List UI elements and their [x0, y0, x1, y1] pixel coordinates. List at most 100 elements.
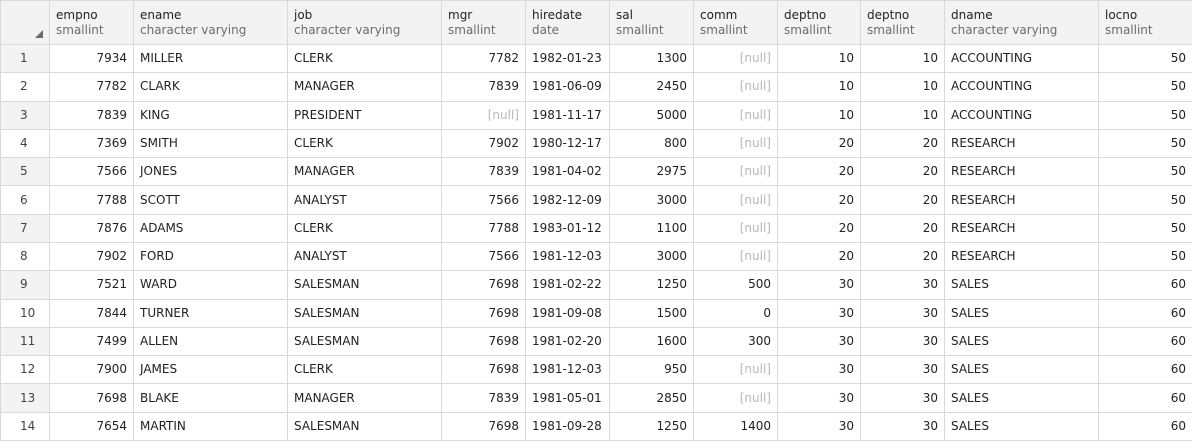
row-number[interactable]: 2: [0, 72, 50, 102]
cell-hiredate[interactable]: 1981-12-03: [525, 241, 610, 272]
cell-hiredate[interactable]: 1982-12-09: [525, 185, 610, 215]
cell-mgr[interactable]: 7839: [441, 383, 526, 413]
cell-hiredate[interactable]: 1982-01-23: [525, 43, 610, 74]
table-row[interactable]: 6 7788 SCOTT ANALYST 7566 1982-12-09 3000 [null…: [0, 185, 1192, 215]
cell-job[interactable]: SALESMAN: [287, 298, 442, 328]
cell-mgr[interactable]: 7902: [441, 128, 526, 159]
cell-comm[interactable]: 300: [693, 326, 778, 357]
table-row[interactable]: 10 7844 TURNER SALESMAN 7698 1981-09-08 1500 0 3…: [0, 298, 1192, 328]
column-header-deptno-7[interactable]: deptno smallint: [777, 0, 861, 45]
cell-dname[interactable]: ACCOUNTING: [944, 72, 1099, 102]
column-header-job-2[interactable]: job character varying: [287, 0, 442, 45]
row-number[interactable]: 5: [0, 157, 50, 187]
cell-hiredate[interactable]: 1981-02-22: [525, 270, 610, 300]
column-header-ename-1[interactable]: ename character varying: [133, 0, 288, 45]
cell-ename[interactable]: ADAMS: [133, 213, 288, 243]
cell-mgr[interactable]: 7788: [441, 213, 526, 243]
cell-deptno[interactable]: 20: [777, 157, 861, 187]
column-header-deptno-8[interactable]: deptno smallint: [860, 0, 945, 45]
cell-deptno[interactable]: 20: [860, 128, 945, 159]
cell-empno[interactable]: 7566: [49, 157, 134, 187]
cell-job[interactable]: CLERK: [287, 213, 442, 243]
table-row[interactable]: 5 7566 JONES MANAGER 7839 1981-04-02 2975 [null…: [0, 157, 1192, 187]
cell-deptno[interactable]: 30: [777, 411, 861, 441]
cell-comm[interactable]: [null]: [693, 72, 778, 102]
cell-sal[interactable]: 800: [609, 128, 694, 159]
cell-deptno[interactable]: 30: [860, 383, 945, 413]
cell-hiredate[interactable]: 1980-12-17: [525, 128, 610, 159]
cell-dname[interactable]: RESEARCH: [944, 157, 1099, 187]
row-number[interactable]: 11: [0, 326, 50, 357]
column-header-mgr-3[interactable]: mgr smallint: [441, 0, 526, 45]
row-number[interactable]: 10: [0, 298, 50, 328]
cell-job[interactable]: ANALYST: [287, 241, 442, 272]
table-row[interactable]: 9 7521 WARD SALESMAN 7698 1981-02-22 1250 500 30…: [0, 270, 1192, 300]
cell-hiredate[interactable]: 1981-11-17: [525, 100, 610, 130]
row-number[interactable]: 7: [0, 213, 50, 243]
cell-hiredate[interactable]: 1981-02-20: [525, 326, 610, 357]
row-number[interactable]: 12: [0, 355, 50, 385]
cell-dname[interactable]: SALES: [944, 270, 1099, 300]
cell-mgr[interactable]: 7839: [441, 157, 526, 187]
column-header-dname-9[interactable]: dname character varying: [944, 0, 1099, 45]
row-number[interactable]: 9: [0, 270, 50, 300]
cell-comm[interactable]: 1400: [693, 411, 778, 441]
cell-locno[interactable]: 50: [1098, 241, 1192, 272]
cell-locno[interactable]: 60: [1098, 383, 1192, 413]
select-all-corner[interactable]: [0, 0, 50, 45]
cell-empno[interactable]: 7876: [49, 213, 134, 243]
cell-mgr[interactable]: 7839: [441, 72, 526, 102]
cell-locno[interactable]: 60: [1098, 270, 1192, 300]
cell-deptno[interactable]: 20: [860, 157, 945, 187]
cell-sal[interactable]: 2450: [609, 72, 694, 102]
cell-dname[interactable]: RESEARCH: [944, 185, 1099, 215]
cell-empno[interactable]: 7499: [49, 326, 134, 357]
cell-dname[interactable]: SALES: [944, 355, 1099, 385]
cell-empno[interactable]: 7934: [49, 43, 134, 74]
cell-deptno[interactable]: 20: [777, 213, 861, 243]
cell-ename[interactable]: CLARK: [133, 72, 288, 102]
cell-mgr[interactable]: 7698: [441, 355, 526, 385]
cell-comm[interactable]: [null]: [693, 241, 778, 272]
cell-deptno[interactable]: 30: [860, 326, 945, 357]
cell-deptno[interactable]: 30: [777, 326, 861, 357]
cell-mgr[interactable]: 7566: [441, 185, 526, 215]
column-header-comm-6[interactable]: comm smallint: [693, 0, 778, 45]
table-row[interactable]: 11 7499 ALLEN SALESMAN 7698 1981-02-20 1600 300…: [0, 326, 1192, 357]
cell-comm[interactable]: [null]: [693, 128, 778, 159]
cell-deptno[interactable]: 30: [777, 298, 861, 328]
cell-ename[interactable]: FORD: [133, 241, 288, 272]
cell-sal[interactable]: 2975: [609, 157, 694, 187]
table-row[interactable]: 4 7369 SMITH CLERK 7902 1980-12-17 800 [null] 20…: [0, 128, 1192, 159]
cell-mgr[interactable]: 7698: [441, 411, 526, 441]
column-header-hiredate-4[interactable]: hiredate date: [525, 0, 610, 45]
cell-sal[interactable]: 1500: [609, 298, 694, 328]
cell-ename[interactable]: JONES: [133, 157, 288, 187]
cell-job[interactable]: MANAGER: [287, 383, 442, 413]
cell-dname[interactable]: RESEARCH: [944, 241, 1099, 272]
cell-job[interactable]: SALESMAN: [287, 270, 442, 300]
cell-sal[interactable]: 1100: [609, 213, 694, 243]
cell-job[interactable]: SALESMAN: [287, 411, 442, 441]
cell-deptno[interactable]: 30: [777, 270, 861, 300]
table-row[interactable]: 13 7698 BLAKE MANAGER 7839 1981-05-01 2850 [nul…: [0, 383, 1192, 413]
cell-hiredate[interactable]: 1981-12-03: [525, 355, 610, 385]
cell-sal[interactable]: 1250: [609, 270, 694, 300]
table-row[interactable]: 1 7934 MILLER CLERK 7782 1982-01-23 1300 [null]…: [0, 43, 1192, 74]
row-number[interactable]: 4: [0, 128, 50, 159]
cell-mgr[interactable]: 7782: [441, 43, 526, 74]
cell-dname[interactable]: ACCOUNTING: [944, 100, 1099, 130]
cell-deptno[interactable]: 20: [777, 185, 861, 215]
cell-comm[interactable]: [null]: [693, 213, 778, 243]
cell-job[interactable]: MANAGER: [287, 72, 442, 102]
cell-sal[interactable]: 1300: [609, 43, 694, 74]
cell-comm[interactable]: 500: [693, 270, 778, 300]
cell-sal[interactable]: 3000: [609, 241, 694, 272]
cell-deptno[interactable]: 10: [860, 43, 945, 74]
row-number[interactable]: 14: [0, 411, 50, 441]
cell-empno[interactable]: 7654: [49, 411, 134, 441]
cell-deptno[interactable]: 10: [860, 72, 945, 102]
cell-mgr[interactable]: 7698: [441, 326, 526, 357]
cell-ename[interactable]: WARD: [133, 270, 288, 300]
table-row[interactable]: 2 7782 CLARK MANAGER 7839 1981-06-09 2450 [null…: [0, 72, 1192, 102]
